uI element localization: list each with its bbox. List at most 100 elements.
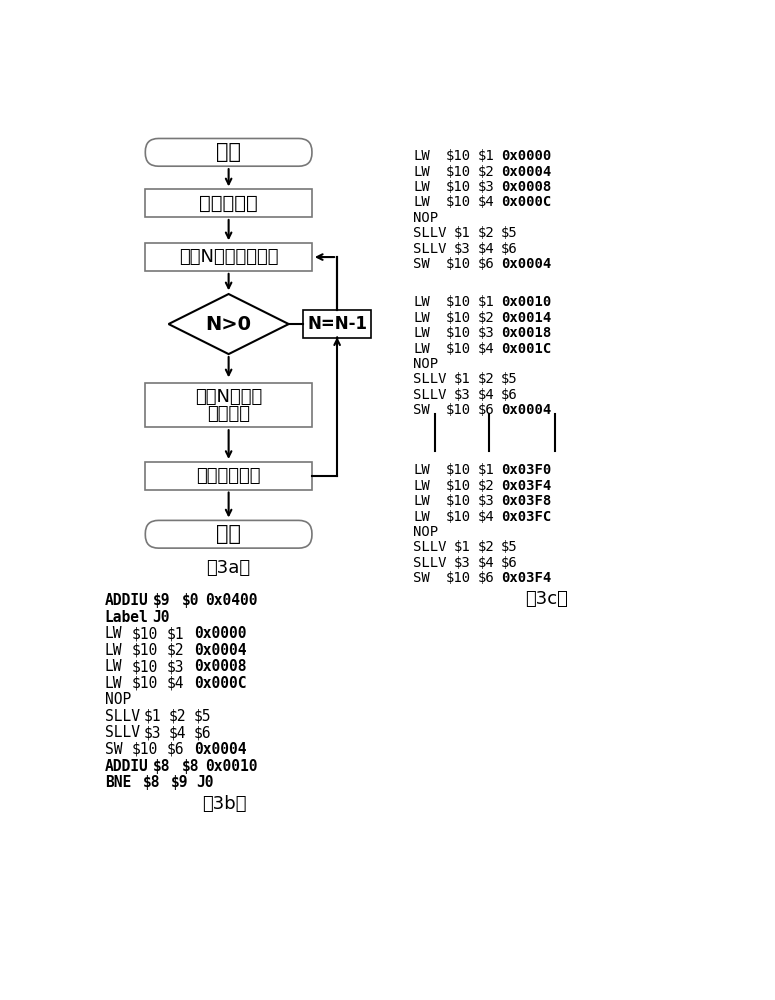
Text: $5: $5: [501, 226, 518, 240]
Text: $10: $10: [132, 676, 158, 691]
Text: J0: J0: [196, 775, 214, 790]
Text: $10: $10: [132, 659, 158, 674]
Text: 0x0400: 0x0400: [205, 593, 258, 608]
Text: SLLV: SLLV: [413, 540, 446, 554]
Text: $2: $2: [477, 226, 494, 240]
Text: 偏移地址: 偏移地址: [207, 405, 250, 423]
Text: $10: $10: [446, 571, 470, 585]
Text: 0x03FC: 0x03FC: [501, 510, 551, 524]
Text: $10: $10: [446, 463, 470, 477]
FancyBboxPatch shape: [146, 520, 312, 548]
Text: 0x0000: 0x0000: [501, 149, 551, 163]
Text: LW: LW: [413, 494, 430, 508]
Text: $2: $2: [169, 709, 187, 724]
FancyBboxPatch shape: [146, 138, 312, 166]
Polygon shape: [169, 294, 288, 354]
Text: $10: $10: [446, 149, 470, 163]
Text: $4: $4: [477, 510, 494, 524]
Text: $10: $10: [132, 643, 158, 658]
Text: $4: $4: [477, 556, 494, 570]
Text: $0: $0: [182, 593, 200, 608]
Text: $4: $4: [477, 195, 494, 209]
Text: LW: LW: [413, 510, 430, 524]
Bar: [146, 243, 312, 271]
Text: $1: $1: [477, 463, 494, 477]
Text: $4: $4: [169, 725, 187, 740]
Text: ADDIU: ADDIU: [105, 593, 148, 608]
Text: $10: $10: [132, 626, 158, 641]
Text: $2: $2: [477, 372, 494, 386]
Text: LW: LW: [413, 479, 430, 493]
Text: LW: LW: [413, 295, 430, 309]
Text: $6: $6: [477, 571, 494, 585]
Text: 0x0014: 0x0014: [501, 311, 551, 325]
Text: $10: $10: [132, 742, 158, 757]
Text: $1: $1: [477, 295, 494, 309]
Text: 输出程序序列: 输出程序序列: [196, 467, 261, 485]
Text: J0: J0: [153, 610, 170, 625]
Text: $3: $3: [477, 494, 494, 508]
Text: ADDIU: ADDIU: [105, 759, 148, 774]
Text: SLLV: SLLV: [413, 372, 446, 386]
Text: SW: SW: [413, 257, 430, 271]
Text: $6: $6: [477, 403, 494, 417]
Text: （3a）: （3a）: [207, 559, 250, 577]
Text: $8: $8: [182, 759, 200, 774]
Text: 根据N，设置: 根据N，设置: [195, 388, 262, 406]
Text: $3: $3: [477, 180, 494, 194]
Text: 移除控制器: 移除控制器: [199, 194, 258, 213]
Text: LW: LW: [105, 676, 122, 691]
Text: 0x000C: 0x000C: [501, 195, 551, 209]
Text: LW: LW: [413, 311, 430, 325]
Text: LW: LW: [413, 463, 430, 477]
Text: $1: $1: [143, 709, 161, 724]
Text: $6: $6: [194, 725, 212, 740]
Bar: [146, 462, 312, 490]
Text: $4: $4: [477, 242, 494, 256]
Text: 0x0008: 0x0008: [501, 180, 551, 194]
Text: 0x0004: 0x0004: [501, 403, 551, 417]
Text: 0x0018: 0x0018: [501, 326, 551, 340]
Text: NOP: NOP: [413, 211, 438, 225]
Text: $9: $9: [171, 775, 189, 790]
Text: 0x000C: 0x000C: [194, 676, 246, 691]
Text: 终止: 终止: [216, 524, 241, 544]
Text: $8: $8: [143, 775, 161, 790]
Text: LW: LW: [105, 626, 122, 641]
Text: $10: $10: [446, 195, 470, 209]
Text: LW: LW: [413, 342, 430, 356]
Text: $1: $1: [454, 540, 471, 554]
Text: $10: $10: [446, 165, 470, 179]
Text: $1: $1: [454, 226, 471, 240]
Text: LW: LW: [413, 149, 430, 163]
Text: 0x0004: 0x0004: [194, 742, 246, 757]
Text: $10: $10: [446, 295, 470, 309]
Text: 0x0000: 0x0000: [194, 626, 246, 641]
Text: （3b）: （3b）: [202, 795, 247, 813]
Text: $1: $1: [477, 149, 494, 163]
Text: $9: $9: [153, 593, 170, 608]
Text: 设置N等于循环次数: 设置N等于循环次数: [179, 248, 278, 266]
Text: $10: $10: [446, 510, 470, 524]
Text: 0x03F4: 0x03F4: [501, 479, 551, 493]
Text: $3: $3: [454, 556, 471, 570]
Text: $4: $4: [167, 676, 184, 691]
Text: $2: $2: [477, 479, 494, 493]
Text: NOP: NOP: [105, 692, 131, 707]
Text: $3: $3: [143, 725, 161, 740]
Text: $1: $1: [454, 372, 471, 386]
Text: $8: $8: [153, 759, 170, 774]
Text: $10: $10: [446, 342, 470, 356]
Text: $3: $3: [167, 659, 184, 674]
Text: Label: Label: [105, 610, 148, 625]
Text: $10: $10: [446, 494, 470, 508]
Text: SW: SW: [413, 571, 430, 585]
Text: SLLV: SLLV: [413, 242, 446, 256]
Text: LW: LW: [105, 659, 122, 674]
Text: $5: $5: [194, 709, 212, 724]
Text: LW: LW: [413, 180, 430, 194]
Text: $3: $3: [454, 242, 471, 256]
Text: $3: $3: [477, 326, 494, 340]
Text: 0x0004: 0x0004: [501, 257, 551, 271]
Text: SLLV: SLLV: [413, 556, 446, 570]
